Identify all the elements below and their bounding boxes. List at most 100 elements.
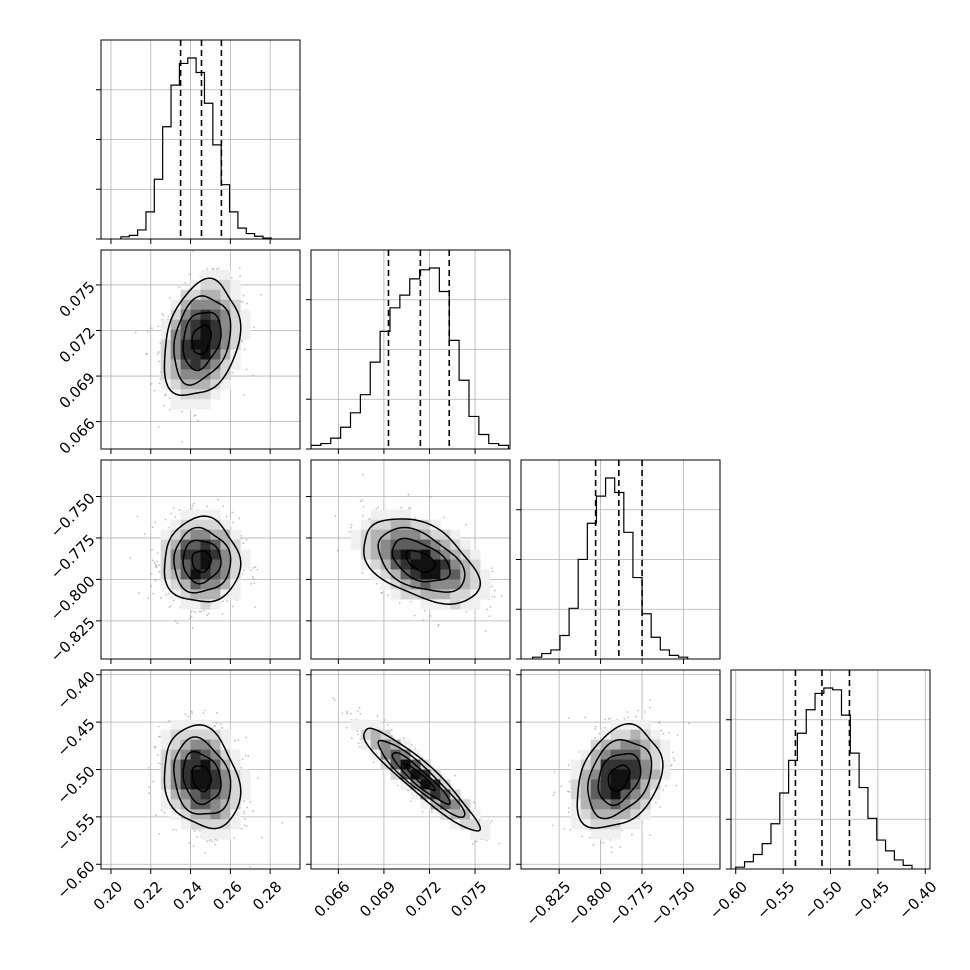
density-cell	[210, 349, 221, 360]
panel-frame	[100, 459, 301, 660]
scatter-point	[357, 733, 359, 736]
density-cell	[180, 789, 191, 800]
scatter-point	[158, 351, 160, 353]
scatter-point	[383, 718, 386, 721]
scatter-point	[172, 507, 175, 510]
scatter-point	[240, 537, 243, 540]
scatter-point	[361, 572, 364, 575]
density-cell	[420, 779, 431, 790]
density-cell	[210, 379, 221, 390]
scatter-point	[188, 273, 191, 276]
x-tick-label: −0.50	[801, 878, 846, 923]
density-cell	[640, 779, 651, 790]
density-cell	[360, 539, 371, 550]
density-cell	[200, 829, 211, 840]
scatter-point	[359, 500, 362, 503]
scatter-point	[594, 725, 597, 728]
scatter-point	[493, 596, 496, 598]
density-cell	[210, 339, 221, 350]
scatter-point	[225, 515, 228, 518]
density-cell	[400, 529, 411, 540]
density-cell	[380, 569, 391, 580]
contour-3	[377, 526, 466, 593]
scatter-point	[244, 754, 247, 757]
density-cell	[580, 819, 591, 830]
scatter-point	[491, 570, 494, 573]
scatter-point	[337, 549, 339, 552]
scatter-point	[157, 762, 160, 765]
x-tick-label: 0.072	[402, 878, 445, 921]
scatter-point	[688, 722, 690, 725]
scatter-point	[386, 594, 389, 597]
scatter-point	[588, 836, 591, 839]
x-tick-label: 0.24	[170, 878, 206, 914]
density-cell	[400, 739, 411, 750]
panel-3-2	[516, 669, 721, 870]
scatter-point	[159, 735, 161, 738]
density-cell	[640, 719, 651, 730]
density-cell	[630, 789, 641, 800]
density-cell	[650, 769, 661, 780]
scatter-point	[189, 617, 191, 620]
y-tick-label: −0.45	[53, 715, 98, 760]
density-cell	[570, 769, 581, 780]
density-cell	[580, 769, 591, 780]
density-cell	[440, 539, 451, 550]
density-cell	[200, 399, 211, 410]
density-cell	[210, 749, 221, 760]
scatter-point	[396, 784, 399, 787]
density-cell	[360, 729, 371, 740]
scatter-point	[358, 706, 361, 709]
density-cell	[410, 769, 421, 780]
scatter-point	[163, 404, 165, 407]
density-cell	[450, 819, 461, 830]
density-cell	[440, 779, 451, 790]
density-cell	[230, 299, 241, 310]
density-cell	[190, 739, 201, 750]
density-cell	[440, 589, 451, 600]
density-cell	[580, 749, 591, 760]
scatter-point	[375, 582, 378, 585]
density-cell	[600, 779, 611, 790]
density-cell	[160, 529, 171, 540]
density-cell	[420, 569, 431, 580]
scatter-point	[191, 504, 194, 507]
density-cell	[400, 749, 411, 760]
scatter-point	[357, 710, 359, 712]
scatter-point	[181, 410, 183, 413]
scatter-point	[245, 368, 248, 371]
scatter-point	[161, 312, 163, 315]
density-cell	[410, 539, 421, 550]
scatter-point	[174, 620, 177, 622]
density-cell	[350, 719, 362, 730]
scatter-point	[154, 563, 157, 566]
density-cell	[240, 769, 251, 780]
scatter-point	[553, 771, 556, 774]
density-cell	[220, 829, 231, 840]
y-tick-label: −0.825	[47, 614, 99, 666]
scatter-point	[243, 824, 246, 827]
scatter-point	[147, 597, 149, 600]
density-cell	[170, 399, 181, 410]
contour-3	[173, 526, 232, 594]
density-cell	[200, 739, 211, 750]
density-cell	[590, 739, 601, 750]
scatter-point	[569, 829, 572, 831]
scatter-point	[215, 839, 218, 841]
density-cell	[640, 789, 651, 800]
scatter-point	[260, 293, 263, 296]
density-cell	[210, 819, 221, 830]
scatter-point	[240, 534, 243, 537]
density-cell	[220, 569, 231, 580]
scatter-point	[243, 810, 245, 813]
scatter-point	[357, 742, 360, 745]
density-cell	[170, 339, 181, 350]
density-cell	[450, 529, 461, 540]
y-tick-label: 0.075	[56, 278, 99, 321]
density-cell	[190, 339, 201, 350]
density-cell	[390, 519, 401, 530]
scatter-point	[245, 538, 248, 541]
scatter-point	[254, 606, 256, 608]
density-cell	[170, 549, 181, 560]
scatter-point	[252, 374, 254, 377]
